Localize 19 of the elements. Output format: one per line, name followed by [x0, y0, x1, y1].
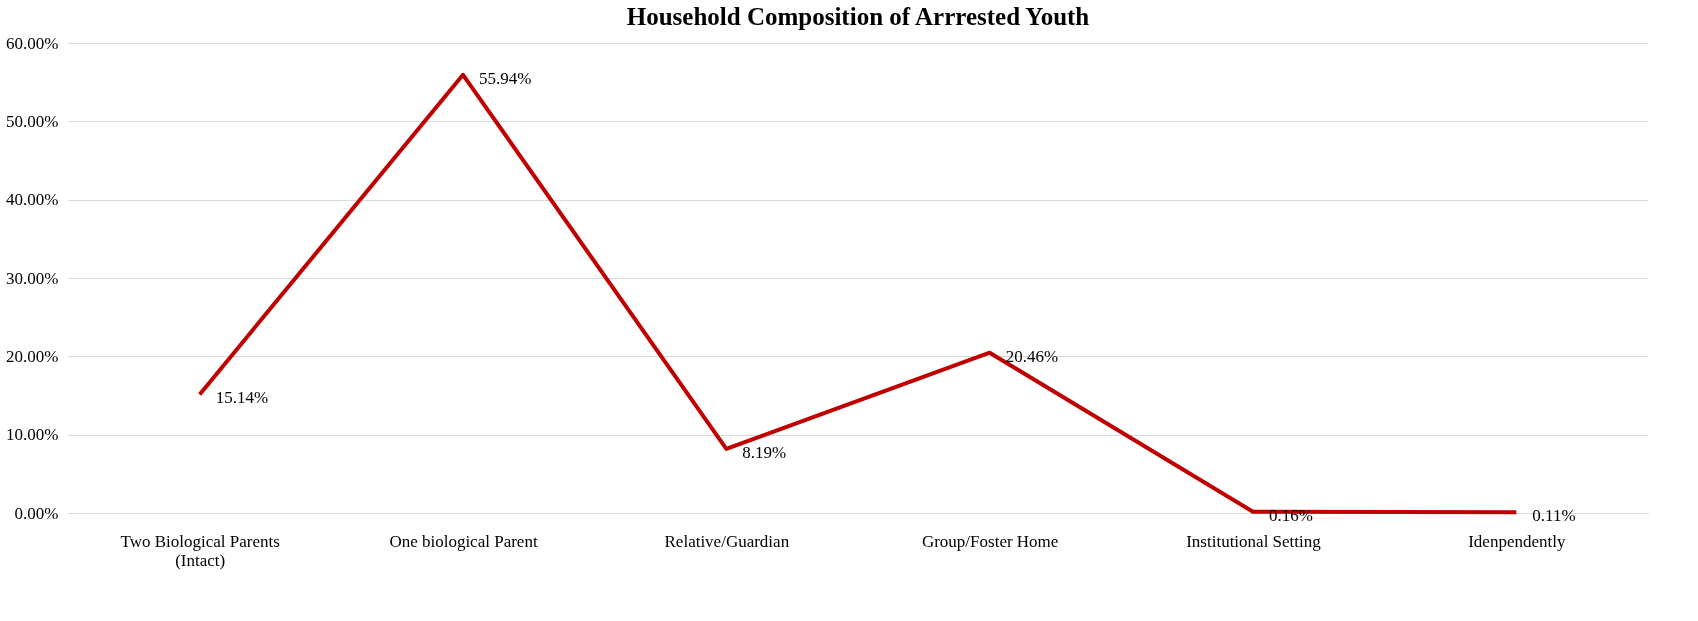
y-tick-label: 50.00%: [6, 111, 59, 131]
x-tick-label: Group/Foster Home: [921, 531, 1059, 551]
x-tick-label: Institutional Setting: [1186, 531, 1322, 551]
y-tick-label: 30.00%: [6, 268, 59, 288]
data-label: 15.14%: [215, 388, 269, 408]
y-tick-label: 20.00%: [6, 346, 59, 366]
y-tick-label: 0.00%: [14, 503, 59, 523]
x-tick-label: Relative/Guardian: [664, 531, 790, 551]
chart-title: Household Composition of Arrrested Youth: [626, 3, 1090, 30]
y-tick-label: 60.00%: [6, 33, 59, 53]
x-tick-label: Idenpendently: [1468, 531, 1566, 551]
data-label: 8.19%: [742, 442, 787, 462]
y-tick-label: 40.00%: [6, 190, 59, 210]
data-label: 55.94%: [479, 68, 532, 88]
data-label: 20.46%: [1005, 346, 1059, 366]
data-label: 0.11%: [1532, 506, 1576, 526]
y-tick-label: 10.00%: [6, 425, 59, 445]
x-tick-label: Two Biological Parents (Intact): [120, 531, 280, 570]
x-tick-label: One biological Parent: [389, 531, 538, 551]
